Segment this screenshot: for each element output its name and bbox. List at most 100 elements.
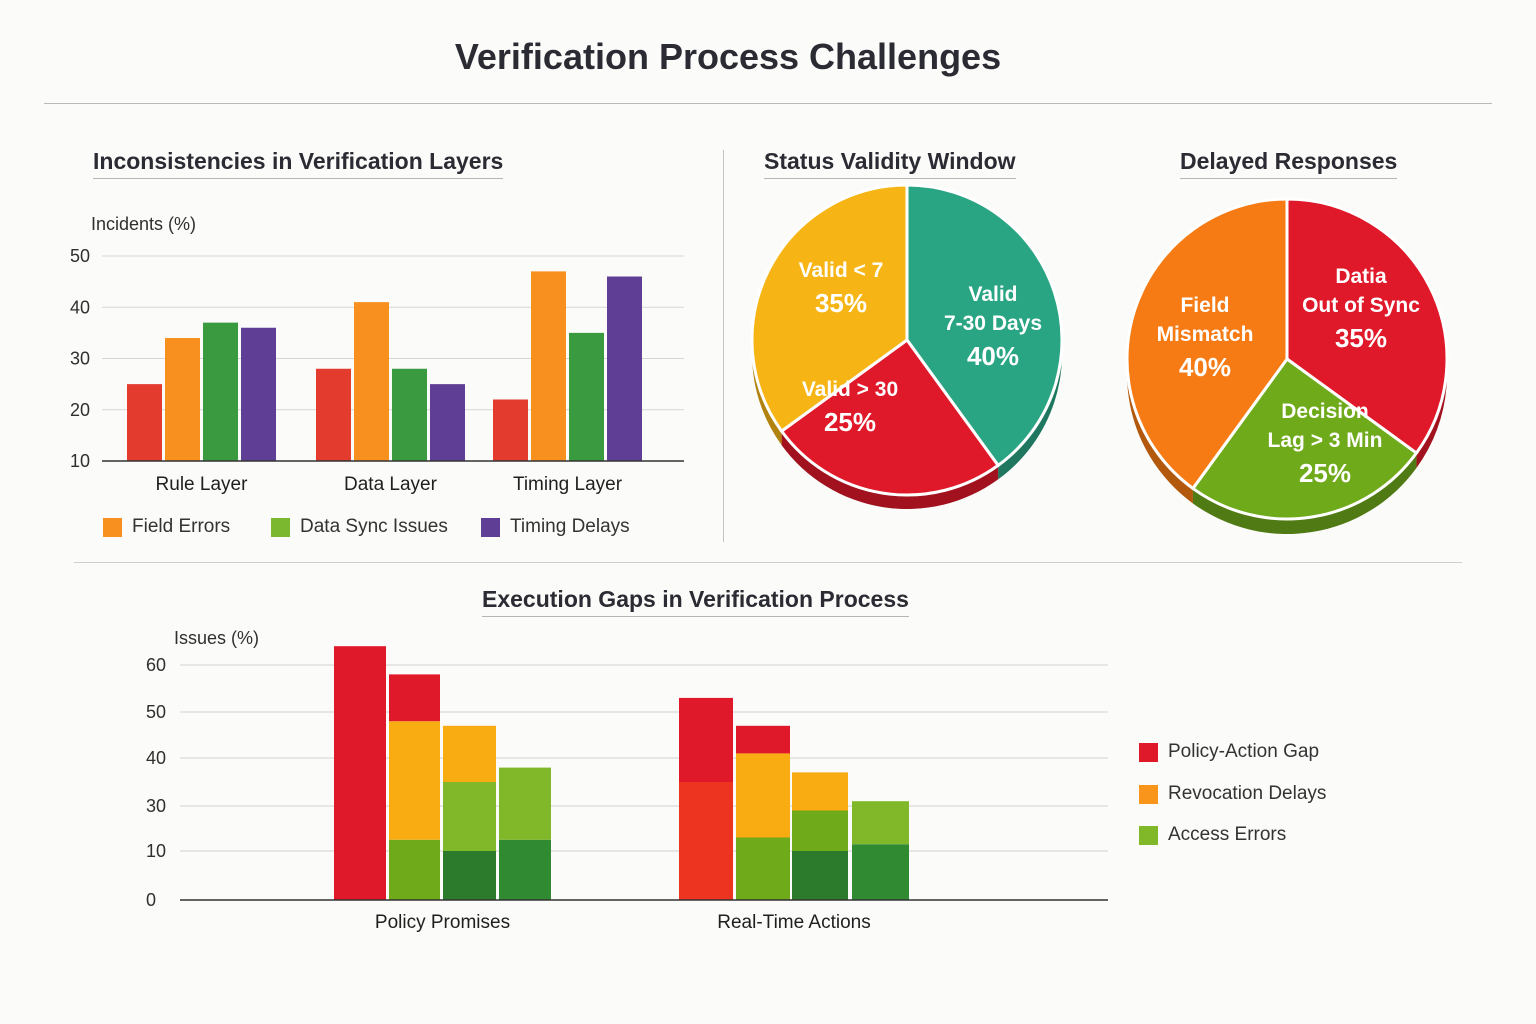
bar-segment [792,772,848,811]
legend-label: Timing Delays [510,516,630,537]
execution-bar-chart: Issues (%) 0 10 30 40 50 60 Policy Promises Real… [146,628,1108,933]
legend-item-access-errors: Access Errors [1139,824,1286,846]
bar [165,338,200,461]
pie-slice-value: 40% [967,341,1019,371]
bar [241,327,276,461]
bar [493,399,528,461]
pie-slice-side [1192,453,1417,534]
pie-slice-side [781,431,999,509]
bar-segment [792,810,848,851]
pie-slice [905,183,1064,468]
bar-segment [389,839,440,900]
bar-segment [736,725,790,754]
y-axis-label: Incidents (%) [91,214,196,234]
bar-segment [389,721,440,840]
pie-slice-value: 25% [824,407,876,437]
pie-slice-label: Valid [968,283,1017,306]
bar-segment [443,782,496,851]
title-divider [44,103,1492,104]
y-tick-label: 10 [146,841,166,861]
bar [127,384,162,461]
legend-item-field-errors: Field Errors [103,516,230,538]
x-category-label: Rule Layer [156,474,249,495]
pie-slice-label: Out of Sync [1302,294,1420,317]
legend-item-policy-action-gap: Policy-Action Gap [1139,741,1319,763]
bar-segment [736,753,790,838]
delayed-pie-title: Delayed Responses [1180,148,1398,179]
y-axis-label: Issues (%) [174,628,259,648]
legend-label: Policy-Action Gap [1168,741,1320,762]
bar-segment [499,767,551,840]
y-tick-label: 20 [70,400,90,420]
x-category-label: Data Layer [344,474,438,495]
bar-segment [736,837,790,900]
bar-segment [679,782,733,900]
y-tick-label: 40 [70,297,90,317]
bar [531,271,566,461]
pie-slice-value: 40% [1179,352,1231,382]
pie-slice [1285,197,1449,456]
pie-slice-value: 35% [815,288,867,318]
y-tick-label: 50 [146,702,166,722]
y-tick-label: 30 [146,796,166,816]
pie-slice-value: 25% [1299,458,1351,488]
bar-segment [443,725,496,782]
legend-swatch [1139,742,1158,762]
bar [316,368,351,461]
layers-bar-chart: Incidents (%) 10 20 30 40 50 Rule Layer Data La… [70,214,684,495]
bar [203,322,238,461]
legend-label: Revocation Delays [1168,783,1327,804]
legend-swatch [481,517,500,537]
pie-slice-label: Lag > 3 Min [1268,429,1383,452]
x-category-label: Real-Time Actions [717,912,870,933]
legend-label: Field Errors [132,516,231,537]
legend-swatch [103,517,122,537]
pie-slice [779,337,1001,497]
legend-item-revocation-delays: Revocation Delays [1139,783,1326,805]
page-title: Verification Process Challenges [454,36,1002,77]
execution-chart-title: Execution Gaps in Verification Process [482,586,909,617]
bar-segment [389,674,440,722]
y-tick-label: 50 [70,246,90,266]
bar-segment [443,851,496,900]
bar-segment [852,801,909,845]
bar [430,384,465,461]
legend-label: Data Sync Issues [300,516,448,537]
validity-pie-chart: Valid 7-30 Days 40% Valid > 30 25% Valid < 7 3… [750,183,1064,509]
pie-slice-label: Valid < 7 [799,259,884,282]
bar-segment [499,839,551,900]
legend-swatch [271,517,290,537]
pie-slice-value: 35% [1335,323,1387,353]
pie-slice [1190,356,1419,521]
pie-slice-label: 7-30 Days [944,312,1042,335]
pie-slice [750,183,909,434]
bar-segment [792,851,848,900]
y-tick-label: 10 [70,451,90,471]
bar [569,332,604,461]
bar-segment [852,844,909,900]
pie-slice-label: Decision [1281,400,1369,423]
delayed-pie-chart: Datia Out of Sync 35% Decision Lag > 3 Min 25… [1125,197,1449,534]
bar-segment [679,697,733,782]
bar [354,302,389,461]
panel-divider-vertical [723,150,724,542]
bar-segment [334,646,386,900]
pie-slice-label: Mismatch [1157,323,1254,346]
y-tick-label: 40 [146,748,166,768]
pie-slice-label: Field [1180,294,1229,317]
y-tick-label: 0 [146,890,156,910]
legend-swatch [1139,825,1158,845]
legend-label: Access Errors [1168,824,1287,845]
layers-chart-title: Inconsistencies in Verification Layers [93,148,504,179]
legend-item-timing-delays: Timing Delays [481,516,630,538]
y-tick-label: 60 [146,655,166,675]
y-tick-label: 30 [70,349,90,369]
x-category-label: Timing Layer [513,474,623,495]
pie-slice-label: Valid > 30 [802,378,898,401]
bar [607,276,642,461]
x-category-label: Policy Promises [375,912,510,933]
legend-swatch [1139,784,1158,804]
validity-pie-title: Status Validity Window [764,148,1016,179]
legend-item-data-sync-issues: Data Sync Issues [271,516,448,538]
bar [392,368,427,461]
